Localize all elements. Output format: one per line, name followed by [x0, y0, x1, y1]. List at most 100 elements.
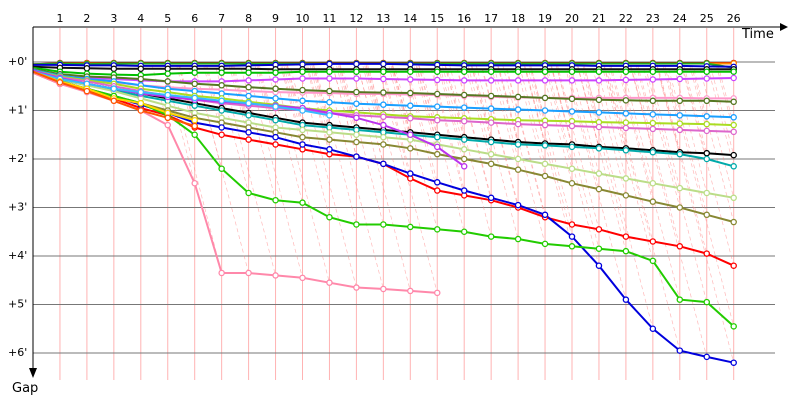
data-point	[137, 99, 145, 107]
data-point	[595, 68, 603, 75]
x-tick-label: 19	[538, 12, 552, 25]
data-point	[460, 117, 468, 125]
lap-marker-line	[418, 65, 438, 138]
lap-marker-line	[164, 67, 196, 184]
data-point	[730, 114, 737, 121]
data-point	[299, 75, 306, 82]
x-tick-label: 13	[376, 12, 390, 25]
data-point	[218, 82, 225, 89]
data-point	[407, 223, 414, 231]
lap-marker-line	[364, 65, 384, 138]
data-point	[730, 98, 737, 106]
data-point	[595, 226, 603, 233]
data-point	[541, 142, 549, 149]
data-point	[164, 114, 171, 122]
data-point	[110, 97, 118, 105]
lap-marker-line	[457, 68, 492, 198]
x-tick-label: 12	[349, 12, 363, 25]
data-point	[460, 77, 468, 84]
data-point	[407, 115, 414, 122]
axes	[29, 23, 788, 378]
lap-marker-line	[312, 65, 330, 128]
data-point	[595, 245, 603, 252]
data-point	[649, 111, 657, 118]
data-point	[676, 97, 684, 105]
lap-marker-line	[445, 65, 465, 138]
data-point	[110, 85, 118, 92]
data-point	[380, 285, 387, 293]
lap-marker-line	[465, 67, 492, 164]
data-point	[272, 95, 279, 102]
data-point	[326, 68, 333, 75]
data-point	[353, 100, 360, 107]
y-tick-labels: +0' +1' +2' +3' +4' +5' +6'	[8, 55, 27, 359]
data-point	[272, 141, 279, 148]
data-point	[191, 179, 198, 187]
data-point	[272, 196, 279, 204]
x-tick-label: 20	[565, 12, 579, 25]
data-point	[514, 120, 522, 128]
lap-marker-line	[497, 65, 519, 143]
lap-marker-line	[439, 66, 465, 160]
data-point	[622, 192, 630, 199]
lap-markers	[151, 64, 735, 363]
data-point	[433, 133, 441, 141]
lap-marker-line	[693, 69, 735, 223]
x-tick-label: 9	[272, 12, 279, 25]
lap-marker-line	[633, 76, 708, 357]
lap-marker-line	[506, 69, 546, 218]
data-point	[380, 75, 387, 83]
lap-marker-line	[506, 69, 546, 215]
data-point	[460, 91, 468, 99]
x-tick-label: 2	[83, 12, 90, 25]
data-point	[433, 187, 441, 194]
data-point	[326, 75, 333, 82]
data-point	[730, 163, 737, 170]
data-point	[622, 147, 630, 154]
data-point	[622, 110, 630, 117]
data-point	[407, 76, 414, 83]
lap-marker-line	[603, 71, 654, 261]
y-tick-label: +4'	[8, 249, 27, 262]
data-point	[299, 97, 306, 105]
data-point	[326, 87, 333, 95]
data-point	[245, 129, 252, 136]
lap-marker-line	[456, 68, 492, 201]
data-point	[541, 107, 549, 114]
data-point	[353, 284, 360, 291]
data-point	[433, 90, 441, 98]
data-point	[541, 68, 549, 75]
data-point	[676, 184, 684, 192]
lap-marker-line	[683, 66, 708, 154]
data-point	[676, 120, 684, 127]
data-point	[272, 76, 279, 83]
data-point	[433, 179, 441, 186]
data-point	[191, 131, 198, 138]
data-point	[110, 65, 118, 73]
data-point	[703, 211, 711, 219]
x-tick-label: 17	[484, 12, 498, 25]
data-point	[541, 77, 549, 84]
data-point	[595, 185, 603, 193]
data-point	[245, 136, 252, 143]
data-point	[568, 221, 576, 228]
data-point	[622, 247, 630, 255]
x-tick-labels: 1 2 3 4 5 6 7 8 9 10 11 12 13 14 15 16 17 18 19 20 21 22 23 24 2…	[56, 12, 740, 25]
data-point	[137, 107, 145, 114]
data-point	[380, 101, 387, 108]
data-point	[191, 122, 198, 130]
data-point	[514, 77, 522, 84]
data-point	[703, 127, 711, 135]
lap-marker-line	[643, 69, 681, 208]
data-point	[164, 78, 171, 85]
data-point	[407, 170, 414, 177]
lap-marker-line	[519, 67, 546, 164]
lap-marker-line	[710, 66, 735, 156]
y-tick-label: +3'	[8, 201, 27, 214]
data-point	[380, 60, 387, 68]
lap-marker-line	[205, 65, 222, 128]
data-point	[676, 126, 684, 134]
data-point	[353, 114, 360, 122]
lap-marker-line	[300, 73, 357, 288]
data-point	[487, 119, 495, 126]
